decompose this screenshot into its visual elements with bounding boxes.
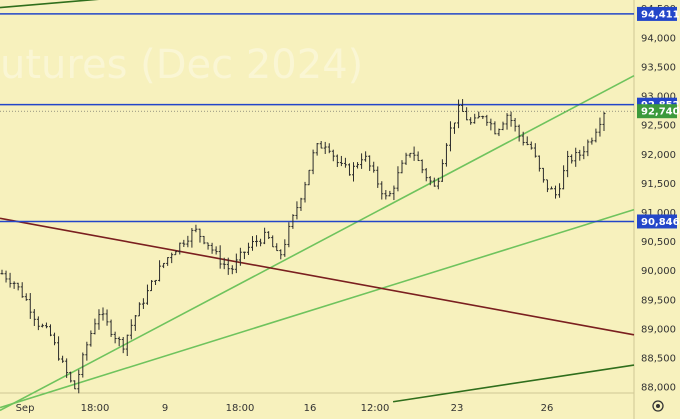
y-tick-label: 89,000 [641,324,676,335]
x-tick-label: 18:00 [226,403,255,414]
x-tick-label: 23 [451,403,464,414]
y-tick-label: 89,500 [641,295,676,306]
price-label-box-0 [637,6,677,21]
price-label-2: 90,846 [641,217,680,228]
y-tick-label: 92,500 [641,121,676,132]
settings-gear-icon[interactable] [652,400,664,412]
y-tick-label: 90,500 [641,237,676,248]
y-tick-label: 93,000 [641,92,676,103]
price-label-3: 92,740 [641,107,680,118]
y-tick-label: 93,500 [641,62,676,73]
x-tick-label: 26 [541,403,554,414]
price-label-box-2 [637,214,677,229]
y-tick-label: 92,000 [641,150,676,161]
x-tick-label: Sep [16,403,35,414]
trend-line-upper-channel [0,0,100,9]
price-label-0: 94,411 [641,9,680,20]
y-tick-label: 88,500 [641,354,676,365]
trend-line-resistance [0,217,635,336]
trend-line-support-1 [0,74,635,412]
x-tick-label: 9 [162,403,168,414]
y-tick-label: 91,500 [641,179,676,190]
y-tick-label: 90,000 [641,266,676,277]
settings-gear-icon-center [656,404,660,408]
x-tick-label: 12:00 [361,403,390,414]
y-tick-label: 88,000 [641,383,676,394]
y-tick-label: 91,000 [641,208,676,219]
price-label-box-3 [637,104,677,119]
watermark-text: utures (Dec 2024) [0,42,363,88]
x-tick-label: 16 [304,403,317,414]
trend-line-support-2 [0,208,635,409]
y-tick-label: 94,000 [641,33,676,44]
x-tick-label: 18:00 [81,403,110,414]
trend-line-lower-channel [392,364,635,403]
